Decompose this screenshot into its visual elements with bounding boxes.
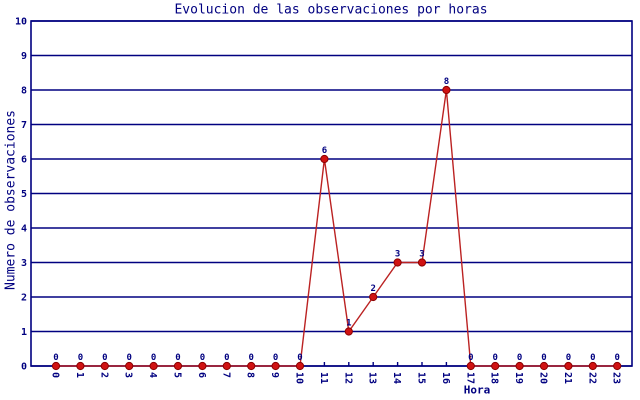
x-tick-label: 14 — [391, 372, 402, 384]
data-point-label: 3 — [419, 250, 424, 260]
data-point-label: 0 — [175, 353, 180, 363]
x-tick-label: 7 — [220, 372, 231, 378]
data-point-label: 0 — [78, 353, 83, 363]
data-point-label: 0 — [126, 353, 131, 363]
data-point — [173, 361, 183, 371]
y-tick-label: 2 — [21, 293, 27, 304]
y-tick-label: 1 — [21, 327, 27, 338]
data-point-label: 0 — [614, 353, 619, 363]
plot-border — [30, 20, 633, 367]
x-tick-label: 19 — [513, 372, 524, 384]
y-tick-label: 5 — [21, 189, 27, 200]
x-tick-label: 6 — [196, 372, 207, 378]
y-tick-label: 8 — [21, 86, 27, 97]
data-point — [149, 361, 158, 371]
x-tick-label: 9 — [269, 372, 280, 378]
data-point — [466, 361, 475, 371]
x-tick-label: 8 — [245, 372, 256, 378]
x-tick-label: 10 — [294, 372, 305, 384]
data-point-label: 0 — [248, 353, 253, 363]
data-point-label: 0 — [492, 353, 497, 363]
x-tick-label: 15 — [416, 372, 427, 384]
data-point — [613, 361, 622, 371]
data-point-label: 0 — [468, 353, 473, 363]
data-point — [369, 292, 378, 302]
data-point-label: 0 — [53, 353, 58, 363]
x-tick-label: 20 — [538, 372, 549, 384]
data-point — [320, 154, 329, 164]
x-tick-label: 11 — [318, 372, 329, 384]
data-point — [198, 361, 207, 371]
data-point-label: 3 — [395, 250, 400, 260]
x-tick-label: 21 — [562, 372, 573, 384]
data-point — [100, 361, 109, 371]
x-tick-label: 4 — [147, 372, 158, 378]
data-point-label: 0 — [102, 353, 107, 363]
data-point — [417, 258, 427, 267]
x-tick-label: 1 — [74, 372, 85, 378]
data-point-label: 0 — [517, 353, 522, 363]
data-point-label: 6 — [322, 146, 327, 156]
y-tick-label: 9 — [21, 51, 27, 62]
data-point-label: 2 — [370, 284, 375, 294]
y-tick-label: 10 — [15, 17, 27, 28]
x-tick-label: 17 — [464, 372, 475, 384]
x-tick-label: 16 — [440, 372, 451, 384]
x-tick-label: 13 — [367, 372, 378, 384]
x-tick-label: 23 — [611, 372, 622, 384]
y-tick-label: 3 — [21, 258, 27, 269]
data-point — [222, 361, 231, 371]
data-point-label: 0 — [273, 353, 278, 363]
y-tick-label: 4 — [21, 224, 27, 235]
x-tick-label: 22 — [586, 372, 597, 384]
x-tick-label: 12 — [342, 372, 353, 384]
data-point — [393, 258, 402, 267]
data-point — [125, 361, 134, 371]
x-axis-title: Hora — [463, 383, 491, 397]
data-point-label: 0 — [200, 353, 205, 363]
chart-title: Evolucion de las observaciones por horas — [174, 2, 488, 18]
y-tick-label: 7 — [21, 120, 27, 131]
x-tick-label: 5 — [172, 372, 183, 378]
data-point-label: 0 — [151, 353, 156, 363]
x-tick-label: 2 — [98, 372, 109, 378]
data-point — [588, 361, 597, 371]
data-point — [491, 361, 500, 371]
x-tick-label: 18 — [489, 372, 500, 384]
data-point — [564, 361, 573, 371]
data-point-label: 0 — [541, 353, 546, 363]
data-point-label: 0 — [566, 353, 571, 363]
data-point — [295, 361, 305, 371]
x-tick-label: 3 — [123, 372, 134, 378]
data-point — [539, 361, 549, 371]
data-point — [344, 327, 353, 336]
data-point-label: 0 — [297, 353, 302, 363]
data-point — [271, 361, 280, 371]
data-point — [515, 361, 524, 371]
data-point-label: 8 — [444, 77, 449, 87]
y-tick-label: 0 — [21, 362, 27, 373]
x-tick-label: 0 — [50, 372, 61, 378]
data-point — [51, 361, 61, 371]
data-point — [247, 361, 256, 371]
data-point-label: 1 — [346, 319, 351, 329]
data-point-label: 0 — [590, 353, 595, 363]
y-tick-label: 6 — [21, 155, 27, 166]
data-point — [442, 85, 451, 95]
data-point-label: 0 — [224, 353, 229, 363]
data-point — [76, 361, 85, 371]
